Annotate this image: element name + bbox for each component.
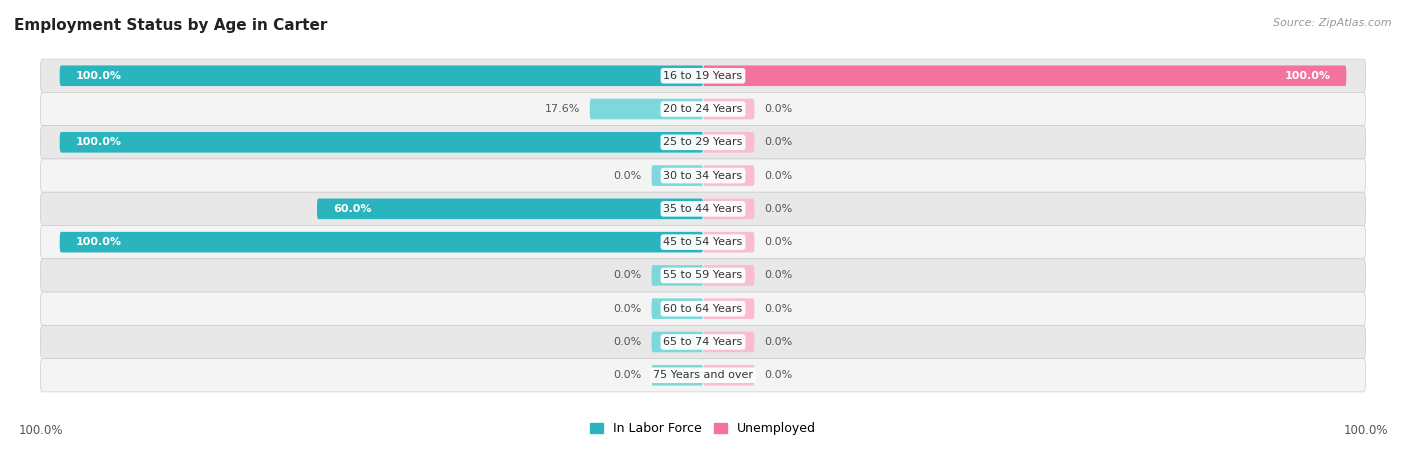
- FancyBboxPatch shape: [651, 165, 703, 186]
- Text: 0.0%: 0.0%: [613, 304, 643, 314]
- Text: 30 to 34 Years: 30 to 34 Years: [664, 170, 742, 180]
- Text: 0.0%: 0.0%: [763, 271, 793, 281]
- FancyBboxPatch shape: [41, 59, 1365, 92]
- FancyBboxPatch shape: [41, 192, 1365, 226]
- Text: 0.0%: 0.0%: [613, 170, 643, 180]
- FancyBboxPatch shape: [703, 65, 1347, 86]
- Text: 0.0%: 0.0%: [763, 137, 793, 147]
- Text: 35 to 44 Years: 35 to 44 Years: [664, 204, 742, 214]
- Text: 20 to 24 Years: 20 to 24 Years: [664, 104, 742, 114]
- FancyBboxPatch shape: [41, 359, 1365, 392]
- FancyBboxPatch shape: [703, 99, 755, 120]
- Legend: In Labor Force, Unemployed: In Labor Force, Unemployed: [591, 422, 815, 435]
- Text: 0.0%: 0.0%: [613, 337, 643, 347]
- FancyBboxPatch shape: [41, 325, 1365, 359]
- Text: 45 to 54 Years: 45 to 54 Years: [664, 237, 742, 247]
- FancyBboxPatch shape: [316, 198, 703, 219]
- FancyBboxPatch shape: [703, 132, 755, 152]
- FancyBboxPatch shape: [703, 365, 755, 386]
- FancyBboxPatch shape: [59, 232, 703, 253]
- Text: Employment Status by Age in Carter: Employment Status by Age in Carter: [14, 18, 328, 33]
- FancyBboxPatch shape: [703, 265, 755, 286]
- Text: 0.0%: 0.0%: [763, 170, 793, 180]
- Text: 100.0%: 100.0%: [76, 137, 122, 147]
- FancyBboxPatch shape: [41, 226, 1365, 259]
- FancyBboxPatch shape: [703, 165, 755, 186]
- FancyBboxPatch shape: [589, 99, 703, 120]
- Text: Source: ZipAtlas.com: Source: ZipAtlas.com: [1274, 18, 1392, 28]
- FancyBboxPatch shape: [703, 331, 755, 352]
- Text: 100.0%: 100.0%: [76, 237, 122, 247]
- Text: 0.0%: 0.0%: [763, 237, 793, 247]
- FancyBboxPatch shape: [41, 126, 1365, 159]
- Text: 100.0%: 100.0%: [76, 71, 122, 81]
- FancyBboxPatch shape: [651, 265, 703, 286]
- Text: 55 to 59 Years: 55 to 59 Years: [664, 271, 742, 281]
- Text: 65 to 74 Years: 65 to 74 Years: [664, 337, 742, 347]
- FancyBboxPatch shape: [41, 159, 1365, 192]
- Text: 75 Years and over: 75 Years and over: [652, 370, 754, 380]
- Text: 0.0%: 0.0%: [613, 271, 643, 281]
- Text: 0.0%: 0.0%: [613, 370, 643, 380]
- Text: 25 to 29 Years: 25 to 29 Years: [664, 137, 742, 147]
- FancyBboxPatch shape: [41, 92, 1365, 126]
- Text: 60.0%: 60.0%: [333, 204, 371, 214]
- Text: 100.0%: 100.0%: [1343, 424, 1388, 437]
- Text: 0.0%: 0.0%: [763, 204, 793, 214]
- FancyBboxPatch shape: [703, 232, 755, 253]
- FancyBboxPatch shape: [41, 292, 1365, 325]
- Text: 0.0%: 0.0%: [763, 370, 793, 380]
- FancyBboxPatch shape: [41, 259, 1365, 292]
- Text: 0.0%: 0.0%: [763, 304, 793, 314]
- FancyBboxPatch shape: [651, 365, 703, 386]
- FancyBboxPatch shape: [59, 65, 703, 86]
- Text: 60 to 64 Years: 60 to 64 Years: [664, 304, 742, 314]
- Text: 0.0%: 0.0%: [763, 337, 793, 347]
- FancyBboxPatch shape: [651, 331, 703, 352]
- Text: 17.6%: 17.6%: [544, 104, 581, 114]
- Text: 100.0%: 100.0%: [18, 424, 63, 437]
- FancyBboxPatch shape: [651, 299, 703, 319]
- Text: 0.0%: 0.0%: [763, 104, 793, 114]
- FancyBboxPatch shape: [703, 299, 755, 319]
- Text: 16 to 19 Years: 16 to 19 Years: [664, 71, 742, 81]
- FancyBboxPatch shape: [59, 132, 703, 152]
- FancyBboxPatch shape: [703, 198, 755, 219]
- Text: 100.0%: 100.0%: [1284, 71, 1330, 81]
